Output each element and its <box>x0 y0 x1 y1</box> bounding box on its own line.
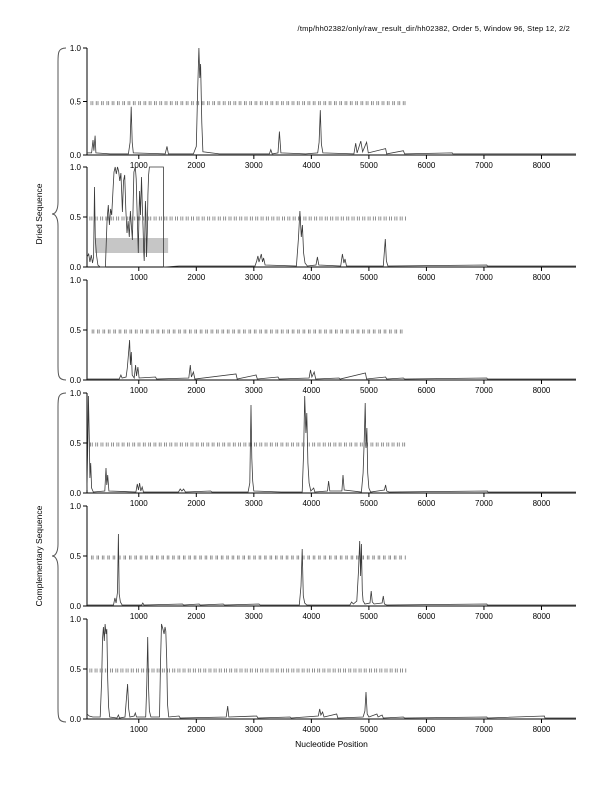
rug-ticks <box>91 329 403 334</box>
x-tick-label: 2000 <box>187 499 205 508</box>
x-tick-label: 3000 <box>245 161 263 170</box>
y-tick-label: 1.0 <box>70 163 82 172</box>
y-tick-label: 0.5 <box>70 665 82 674</box>
y-tick-label: 0.0 <box>70 376 82 385</box>
x-tick-label: 1000 <box>130 725 148 734</box>
x-tick-label: 8000 <box>533 499 551 508</box>
y-tick-label: 0.5 <box>70 552 82 561</box>
x-tick-label: 1000 <box>130 612 148 621</box>
x-tick-label: 7000 <box>475 725 493 734</box>
x-tick-label: 2000 <box>187 612 205 621</box>
x-tick-label: 6000 <box>418 725 436 734</box>
x-tick-label: 7000 <box>475 161 493 170</box>
y-tick-label: 0.0 <box>70 602 82 611</box>
x-tick-label: 5000 <box>360 273 378 282</box>
subplot-1: 0.0 0.5 1.0 1000 2000 3000 4000 5000 6000 7000 800… <box>70 44 576 170</box>
y-tick-label: 0.0 <box>70 715 82 724</box>
x-tick-label: 5000 <box>360 612 378 621</box>
signal-curve <box>86 395 576 493</box>
nucleotide-position-label: Nucleotide Position <box>295 739 368 749</box>
x-tick-label: 6000 <box>418 499 436 508</box>
x-tick-label: 7000 <box>475 499 493 508</box>
y-tick-label: 0.5 <box>70 326 82 335</box>
subplot-6: 0.0 0.5 1.0 1000 2000 3000 4000 5000 6000 7000 800… <box>70 615 576 734</box>
x-tick-label: 8000 <box>533 612 551 621</box>
x-tick-label: 1000 <box>130 273 148 282</box>
x-tick-label: 3000 <box>245 499 263 508</box>
signal-curve <box>86 166 576 268</box>
dried-sequence-brace <box>51 47 67 381</box>
x-tick-label: 5000 <box>360 499 378 508</box>
signal-curve <box>87 47 576 155</box>
y-tick-label: 0.0 <box>70 263 82 272</box>
x-tick-label: 5000 <box>360 386 378 395</box>
y-tick-label: 1.0 <box>70 615 82 624</box>
x-tick-label: 2000 <box>187 273 205 282</box>
rug-ticks <box>91 555 406 560</box>
plot-title: /tmp/hh02382/only/raw_result_dir/hh02382… <box>297 24 570 33</box>
rug-ticks <box>89 668 407 673</box>
x-tick-label: 1000 <box>130 161 148 170</box>
x-tick-label: 6000 <box>418 612 436 621</box>
x-tick-label: 8000 <box>533 161 551 170</box>
x-tick-label: 4000 <box>302 273 320 282</box>
y-tick-label: 1.0 <box>70 389 82 398</box>
x-tick-label: 4000 <box>302 612 320 621</box>
x-tick-label: 3000 <box>245 725 263 734</box>
rug-ticks <box>90 442 406 447</box>
x-tick-label: 2000 <box>187 725 205 734</box>
y-tick-label: 0.5 <box>70 98 82 107</box>
y-tick-label: 1.0 <box>70 44 82 53</box>
signal-curve <box>87 339 576 380</box>
subplot-3: 0.0 0.5 1.0 1000 2000 3000 4000 5000 6000 7000 800… <box>70 276 576 395</box>
x-tick-label: 5000 <box>360 161 378 170</box>
y-tick-label: 1.0 <box>70 276 82 285</box>
x-tick-label: 3000 <box>245 386 263 395</box>
x-tick-label: 5000 <box>360 725 378 734</box>
x-tick-label: 4000 <box>302 386 320 395</box>
y-tick-label: 0.5 <box>70 213 82 222</box>
x-tick-label: 4000 <box>302 725 320 734</box>
x-tick-label: 8000 <box>533 386 551 395</box>
x-tick-label: 7000 <box>475 386 493 395</box>
y-tick-label: 0.5 <box>70 439 82 448</box>
x-tick-label: 1000 <box>130 499 148 508</box>
x-tick-label: 8000 <box>533 725 551 734</box>
subplot-4: 0.0 0.5 1.0 1000 2000 3000 4000 5000 6000 7000 800… <box>70 389 576 508</box>
x-tick-label: 4000 <box>302 161 320 170</box>
complementary-sequence-brace <box>51 392 67 723</box>
x-tick-label: 1000 <box>130 386 148 395</box>
x-tick-label: 4000 <box>302 499 320 508</box>
signal-curve <box>87 533 576 606</box>
subplot-5: 0.0 0.5 1.0 1000 2000 3000 4000 5000 6000 7000 800… <box>70 502 576 621</box>
x-tick-label: 3000 <box>245 273 263 282</box>
signal-curve <box>86 623 576 719</box>
x-tick-label: 7000 <box>475 273 493 282</box>
subplot-2: 0.0 0.5 1.0 1000 2000 3000 4000 5000 6000 7000 800… <box>70 163 576 282</box>
rug-ticks <box>90 101 406 106</box>
y-tick-label: 0.0 <box>70 151 82 160</box>
x-tick-label: 8000 <box>533 273 551 282</box>
y-tick-label: 0.0 <box>70 489 82 498</box>
x-tick-label: 6000 <box>418 161 436 170</box>
x-tick-label: 2000 <box>187 161 205 170</box>
x-tick-label: 6000 <box>418 386 436 395</box>
x-tick-label: 6000 <box>418 273 436 282</box>
x-tick-label: 2000 <box>187 386 205 395</box>
highlight-region <box>95 238 169 253</box>
x-tick-label: 3000 <box>245 612 263 621</box>
y-tick-label: 1.0 <box>70 502 82 511</box>
x-tick-label: 7000 <box>475 612 493 621</box>
